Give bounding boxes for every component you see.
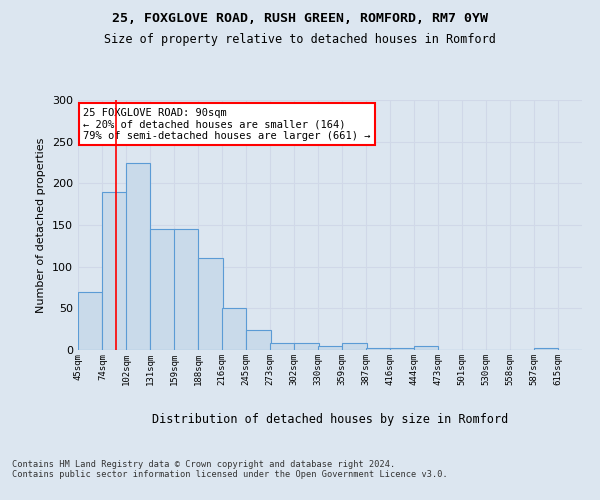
Bar	[342, 344, 367, 350]
Bar	[246, 330, 271, 350]
Bar	[366, 348, 390, 350]
Text: 25, FOXGLOVE ROAD, RUSH GREEN, ROMFORD, RM7 0YW: 25, FOXGLOVE ROAD, RUSH GREEN, ROMFORD, …	[112, 12, 488, 26]
Text: Contains HM Land Registry data © Crown copyright and database right 2024.
Contai: Contains HM Land Registry data © Crown c…	[12, 460, 448, 479]
Text: Distribution of detached houses by size in Romford: Distribution of detached houses by size …	[152, 412, 508, 426]
Text: 25 FOXGLOVE ROAD: 90sqm
← 20% of detached houses are smaller (164)
79% of semi-d: 25 FOXGLOVE ROAD: 90sqm ← 20% of detache…	[83, 108, 371, 140]
Bar	[534, 348, 559, 350]
Bar	[318, 346, 342, 350]
Bar	[390, 348, 415, 350]
Bar	[414, 346, 438, 350]
Bar	[126, 162, 151, 350]
Bar	[174, 229, 199, 350]
Bar	[151, 229, 175, 350]
Bar	[270, 344, 294, 350]
Bar	[199, 258, 223, 350]
Bar	[103, 192, 127, 350]
Y-axis label: Number of detached properties: Number of detached properties	[37, 138, 46, 312]
Bar	[294, 344, 319, 350]
Bar	[222, 308, 246, 350]
Bar	[78, 292, 103, 350]
Text: Size of property relative to detached houses in Romford: Size of property relative to detached ho…	[104, 32, 496, 46]
